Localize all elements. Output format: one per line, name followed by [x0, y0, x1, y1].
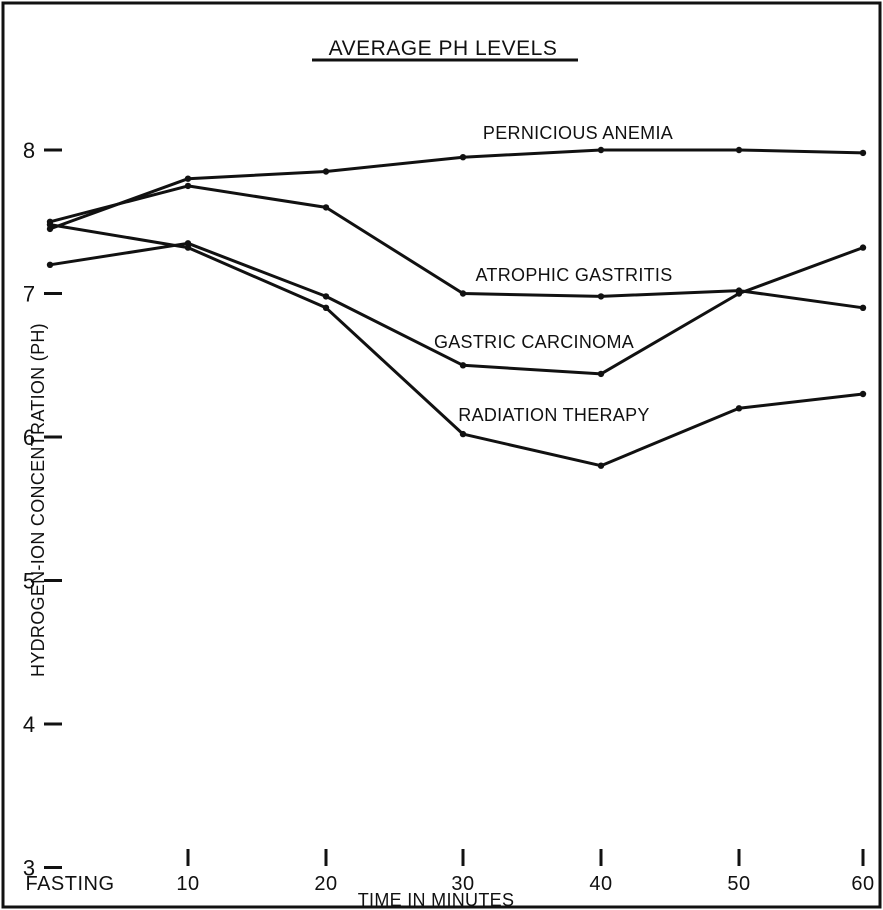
chart-title: AVERAGE PH LEVELS — [329, 37, 558, 60]
series-point — [597, 370, 605, 378]
series-point — [859, 244, 867, 251]
series-label: ATROPHIC GASTRITIS — [475, 265, 672, 285]
series-line — [49, 241, 864, 376]
series-label: PERNICIOUS ANEMIA — [483, 123, 673, 143]
series-point — [459, 430, 467, 438]
y-tick-label: 3 — [23, 856, 35, 881]
series-labels: PERNICIOUS ANEMIA ATROPHIC GASTRITIS GASTR… — [434, 123, 673, 425]
series-point — [322, 304, 330, 311]
series-lines — [49, 148, 864, 468]
series-points — [46, 146, 867, 469]
x-axis-label: TIME IN MINUTES — [358, 890, 515, 910]
series-point — [859, 304, 867, 311]
series-point — [322, 168, 330, 175]
series-point — [735, 405, 743, 412]
series-point — [46, 221, 54, 228]
series-point — [184, 244, 192, 251]
y-tick-label: 5 — [23, 569, 35, 594]
series-point — [322, 204, 330, 211]
series-point — [322, 293, 330, 300]
y-tick-label: 7 — [23, 282, 35, 307]
x-tick-label: 20 — [314, 873, 337, 895]
series-point — [46, 261, 54, 268]
x-tick-label: 60 — [851, 873, 874, 895]
series-point — [859, 149, 867, 157]
series-point — [459, 154, 467, 161]
x-axis: FASTING 10 20 30 40 50 60 — [25, 849, 874, 895]
series-label: GASTRIC CARCINOMA — [434, 332, 634, 352]
series-point — [597, 293, 605, 300]
series-point — [597, 462, 605, 469]
series-point — [859, 390, 867, 398]
x-tick-label: 40 — [589, 873, 612, 895]
series-point — [184, 175, 192, 182]
series-point — [735, 290, 743, 297]
series-point — [459, 362, 467, 369]
x-tick-label: 50 — [727, 873, 750, 895]
x-tick-label: FASTING — [25, 873, 114, 895]
y-tick-label: 6 — [23, 425, 35, 450]
series-point — [735, 146, 743, 154]
series-label: RADIATION THERAPY — [458, 405, 649, 425]
y-tick-label: 8 — [23, 138, 35, 163]
series-point — [597, 146, 605, 154]
x-tick-label: 30 — [451, 873, 474, 895]
y-tick-label: 4 — [23, 712, 35, 737]
series-point — [184, 182, 192, 190]
y-axis: 3 4 5 6 7 8 — [23, 138, 62, 881]
y-axis-label: HYDROGEN-ION CONCENTRATION (PH) — [28, 323, 48, 677]
series-point — [459, 290, 467, 297]
x-tick-label: 10 — [176, 873, 199, 895]
